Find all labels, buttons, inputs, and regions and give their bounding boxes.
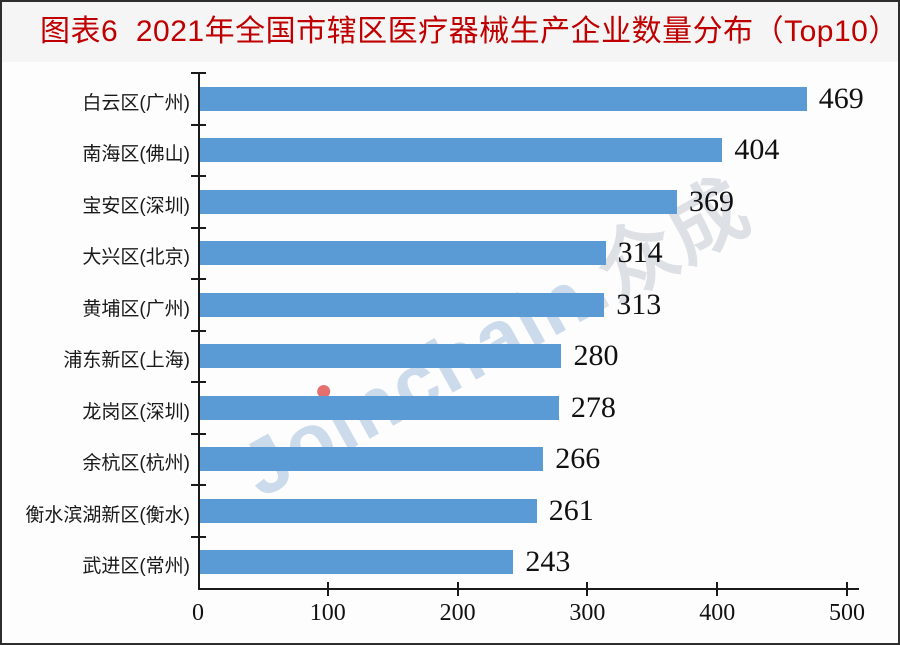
x-axis-tick <box>716 582 719 596</box>
value-label: 469 <box>818 81 864 115</box>
title-strip <box>2 2 898 62</box>
category-label: 余杭区(杭州) <box>82 453 190 475</box>
bar <box>198 241 606 266</box>
value-label: 404 <box>734 133 780 167</box>
bar <box>198 138 723 163</box>
x-axis-tick <box>586 582 589 596</box>
category-label: 宝安区(深圳) <box>82 195 190 217</box>
bar <box>198 189 677 214</box>
value-label: 261 <box>548 493 594 527</box>
category-label: 大兴区(北京) <box>82 247 190 269</box>
x-axis-tick <box>456 582 459 596</box>
bar <box>198 395 559 420</box>
x-axis-line <box>198 588 859 590</box>
value-label: 313 <box>616 287 662 321</box>
category-label: 武进区(常州) <box>82 556 190 578</box>
bar <box>198 86 807 111</box>
bar <box>198 498 537 523</box>
bar <box>198 292 605 317</box>
bar <box>198 447 544 472</box>
category-label: 衡水滨湖新区(衡水) <box>25 504 190 526</box>
x-tick-label: 100 <box>309 600 346 626</box>
category-label: 白云区(广州) <box>82 92 190 114</box>
x-tick-label: 300 <box>569 600 606 626</box>
chart-title: 图表6 2021年全国市辖区医疗器械生产企业数量分布（Top10） <box>40 15 899 48</box>
category-label: 龙岗区(深圳) <box>82 401 190 423</box>
x-axis-tick <box>326 582 329 596</box>
value-label: 280 <box>573 339 619 373</box>
y-axis-line <box>198 73 200 590</box>
value-label: 314 <box>617 236 663 270</box>
bar <box>198 550 514 575</box>
x-tick-label: 500 <box>829 600 865 626</box>
x-tick-label: 200 <box>439 600 476 626</box>
category-label: 浦东新区(上海) <box>63 350 190 372</box>
bar <box>198 344 562 369</box>
x-tick-label: 0 <box>192 600 204 626</box>
x-axis-tick <box>846 582 848 596</box>
value-label: 266 <box>555 442 601 476</box>
value-label: 369 <box>688 184 734 218</box>
value-label: 278 <box>570 390 616 424</box>
value-label: 243 <box>525 545 571 579</box>
category-label: 黄埔区(广州) <box>82 298 190 320</box>
category-label: 南海区(佛山) <box>82 144 190 166</box>
x-tick-label: 400 <box>699 600 736 626</box>
